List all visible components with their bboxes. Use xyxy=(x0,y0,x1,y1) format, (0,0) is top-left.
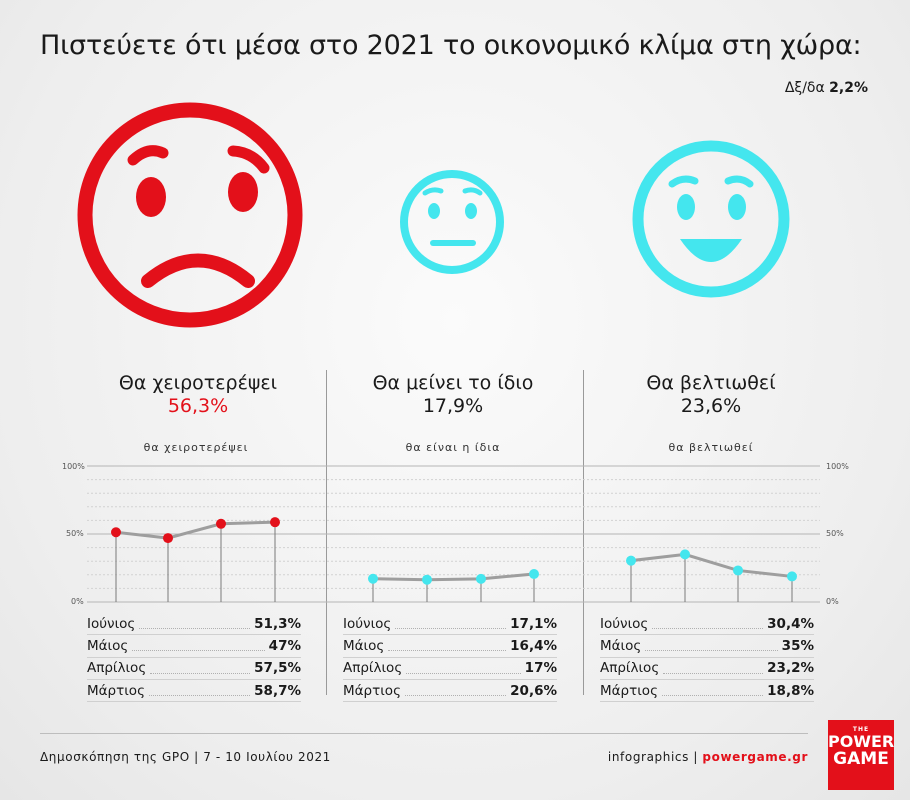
chart-better-label: θα βελτιωθεί xyxy=(668,441,754,454)
data-point xyxy=(476,573,486,584)
value-label: 18,8% xyxy=(767,682,814,699)
undecided-note: Δξ/δα 2,2% xyxy=(785,80,868,96)
sad-face-icon xyxy=(77,102,303,328)
footer-credit-label: infographics | xyxy=(607,750,703,764)
chart-same-label: θα είναι η ίδια xyxy=(405,441,501,454)
series-2 xyxy=(368,568,539,602)
month-label: Μάιος xyxy=(87,637,129,654)
series-line xyxy=(630,552,793,578)
month-label: Μάιος xyxy=(600,637,642,654)
axis-tick-right-0: 0% xyxy=(826,597,839,606)
footer-source: Δημοσκόπηση της GPO | 7 - 10 Ιουλίου 202… xyxy=(40,750,331,764)
column-better-header: Θα βελτιωθεί 23,6% xyxy=(581,372,841,418)
table-same: Ιούνιος 17,1% Μάιος 16,4% Απρίλιος 17% Μάρτ… xyxy=(343,613,557,703)
data-point xyxy=(529,568,539,579)
value-label: 57,5% xyxy=(254,660,301,677)
value-label: 20,6% xyxy=(510,682,557,699)
table-row: Ιούνιος 17,1% xyxy=(343,613,557,636)
column-divider xyxy=(326,370,327,695)
faces-illustration xyxy=(77,102,790,328)
table-row: Απρίλιος 17% xyxy=(343,658,557,680)
month-label: Απρίλιος xyxy=(343,660,403,677)
undecided-value: 2,2% xyxy=(829,80,868,96)
data-point xyxy=(216,518,226,529)
table-row: Μάιος 47% xyxy=(87,635,301,658)
value-label: 16,4% xyxy=(510,637,557,654)
page-title: Πιστεύετε ότι μέσα στο 2021 το οικονομικ… xyxy=(40,30,862,61)
happy-face-icon xyxy=(632,140,790,298)
month-label: Απρίλιος xyxy=(87,660,147,677)
column-worse-label: Θα χειροτερέψει xyxy=(118,372,278,394)
month-label: Ιούνιος xyxy=(600,615,649,632)
column-worse-header: Θα χειροτερέψει 56,3% xyxy=(68,372,328,418)
month-label: Ιούνιος xyxy=(343,615,392,632)
value-label: 23,2% xyxy=(767,660,814,677)
series-line xyxy=(372,572,535,582)
table-worse: Ιούνιος 51,3% Μάιος 47% Απρίλιος 57,5% Μάρτ… xyxy=(87,613,301,703)
column-worse-pct: 56,3% xyxy=(167,395,229,417)
neutral-face-icon xyxy=(400,170,504,274)
data-point xyxy=(270,517,280,528)
table-row: Μάιος 16,4% xyxy=(343,635,557,658)
data-point xyxy=(787,571,797,582)
month-label: Μάρτιος xyxy=(87,682,145,699)
chart-worse-label: θα χειροτερέψει xyxy=(143,441,249,454)
column-same-pct: 17,9% xyxy=(422,395,484,417)
data-point xyxy=(626,555,636,566)
series-3 xyxy=(626,549,797,602)
month-label: Ιούνιος xyxy=(87,615,136,632)
month-label: Απρίλιος xyxy=(600,660,660,677)
data-point xyxy=(422,574,432,585)
table-row: Μάρτιος 18,8% xyxy=(600,680,814,703)
trend-chart xyxy=(87,465,820,603)
series-1 xyxy=(111,517,280,602)
value-label: 17,1% xyxy=(510,615,557,632)
value-label: 47% xyxy=(268,637,301,654)
axis-tick-right-50: 50% xyxy=(826,529,844,538)
undecided-label: Δξ/δα xyxy=(784,80,825,96)
month-label: Μάιος xyxy=(343,637,385,654)
data-point xyxy=(163,533,173,544)
table-row: Μάιος 35% xyxy=(600,635,814,658)
footer-credit: infographics | powergame.gr xyxy=(608,750,808,764)
value-label: 58,7% xyxy=(254,682,301,699)
table-row: Ιούνιος 30,4% xyxy=(600,613,814,636)
table-row: Απρίλιος 23,2% xyxy=(600,658,814,680)
month-label: Μάρτιος xyxy=(600,682,658,699)
value-label: 35% xyxy=(781,637,814,654)
column-divider xyxy=(583,370,584,695)
value-label: 51,3% xyxy=(254,615,301,632)
axis-tick-left-50: 50% xyxy=(66,529,84,538)
powergame-logo: THE POWER GAME xyxy=(828,720,894,790)
footer-divider xyxy=(40,733,808,734)
value-label: 30,4% xyxy=(767,615,814,632)
table-better: Ιούνιος 30,4% Μάιος 35% Απρίλιος 23,2% Μάρτ… xyxy=(600,613,814,703)
data-point xyxy=(111,527,121,538)
column-better-pct: 23,6% xyxy=(680,395,742,417)
axis-tick-right-100: 100% xyxy=(826,462,849,471)
data-point xyxy=(733,565,743,576)
table-row: Μάρτιος 58,7% xyxy=(87,680,301,703)
axis-tick-left-0: 0% xyxy=(71,597,84,606)
series-line xyxy=(115,520,276,540)
month-label: Μάρτιος xyxy=(343,682,401,699)
axis-tick-left-100: 100% xyxy=(62,462,85,471)
column-same-label: Θα μείνει το ίδιο xyxy=(372,372,534,394)
table-row: Ιούνιος 51,3% xyxy=(87,613,301,636)
table-row: Απρίλιος 57,5% xyxy=(87,658,301,680)
column-same-header: Θα μείνει το ίδιο 17,9% xyxy=(323,372,583,418)
value-label: 17% xyxy=(524,660,557,677)
table-row: Μάρτιος 20,6% xyxy=(343,680,557,703)
footer-site-link[interactable]: powergame.gr xyxy=(702,750,808,764)
data-point xyxy=(680,549,690,560)
data-point xyxy=(368,573,378,584)
column-better-label: Θα βελτιωθεί xyxy=(646,372,776,394)
